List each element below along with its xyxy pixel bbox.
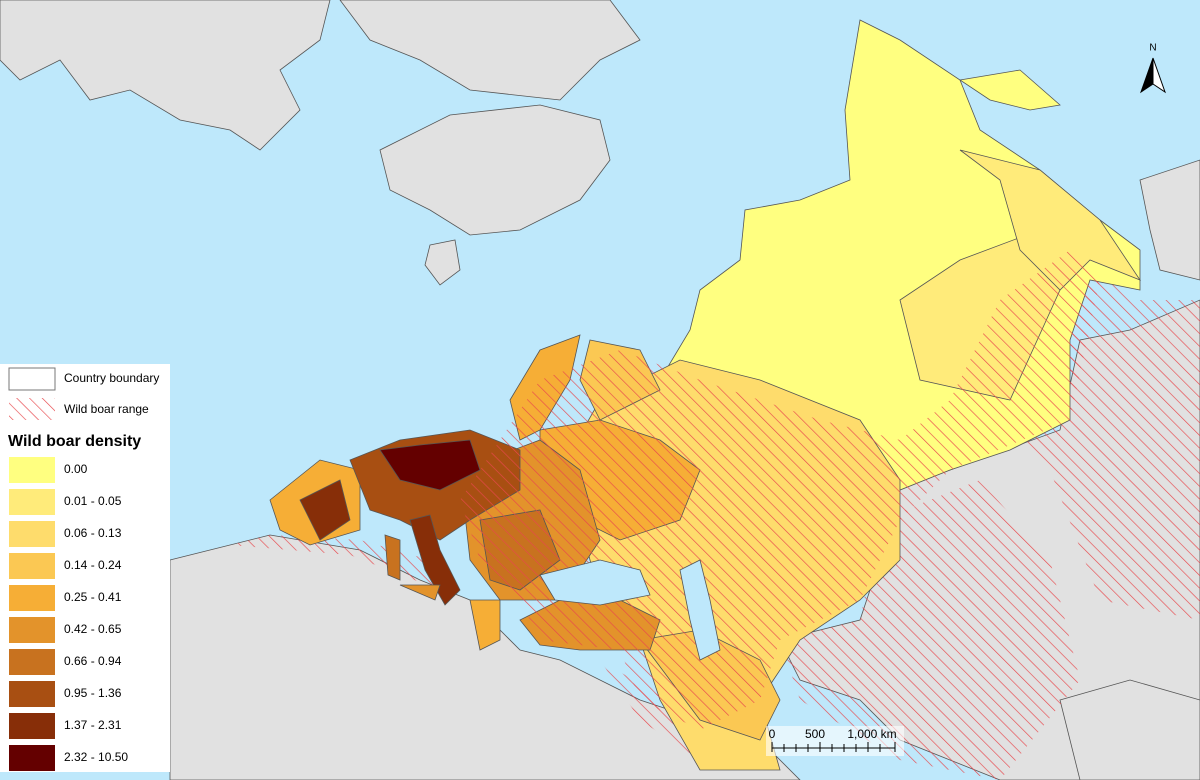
density-region	[958, 69, 1061, 111]
boundary-swatch	[8, 367, 56, 391]
legend-label: 0.42 - 0.65	[64, 622, 122, 636]
legend-label: 0.01 - 0.05	[64, 494, 122, 508]
density-region	[409, 514, 461, 606]
legend-swatch	[9, 553, 55, 579]
legend-label: Wild boar range	[64, 402, 149, 416]
density-region	[384, 534, 401, 581]
legend-label: 0.25 - 0.41	[64, 590, 122, 604]
legend-swatch	[9, 649, 55, 675]
legend-swatch	[9, 521, 55, 547]
legend-label: Country boundary	[64, 371, 159, 385]
scale-label: 0	[769, 727, 776, 741]
legend-swatch	[9, 681, 55, 707]
density-region	[299, 479, 351, 541]
scale-label: 1,000 km	[847, 727, 896, 741]
range-swatch	[9, 398, 55, 420]
legend-title: Wild boar density	[8, 433, 141, 450]
legend-swatch	[9, 617, 55, 643]
legend-label: 2.32 - 10.50	[64, 750, 128, 764]
caspian-sea	[679, 559, 721, 661]
legend-swatch	[9, 745, 55, 771]
legend-label: 0.14 - 0.24	[64, 558, 122, 572]
density-region	[959, 149, 1142, 291]
legend-label: 0.00	[64, 462, 88, 476]
legend-label: 0.95 - 1.36	[64, 686, 122, 700]
legend: Country boundary Wild boar range Wild bo…	[0, 364, 170, 772]
legend-swatch	[9, 457, 55, 483]
range-inside	[460, 250, 1100, 730]
legend-label: 0.06 - 0.13	[64, 526, 122, 540]
legend-label: 1.37 - 2.31	[64, 718, 122, 732]
scale-bar: 0 500 1,000 km	[766, 726, 904, 756]
black-sea	[539, 559, 651, 606]
north-arrow: N	[1140, 43, 1166, 94]
scale-label: 500	[805, 727, 825, 741]
density-region	[399, 584, 441, 601]
legend-swatch	[9, 585, 55, 611]
legend-label: 0.66 - 0.94	[64, 654, 122, 668]
legend-swatch	[9, 489, 55, 515]
legend-swatch	[9, 713, 55, 739]
density-region	[469, 599, 501, 651]
north-label: N	[1149, 43, 1156, 54]
